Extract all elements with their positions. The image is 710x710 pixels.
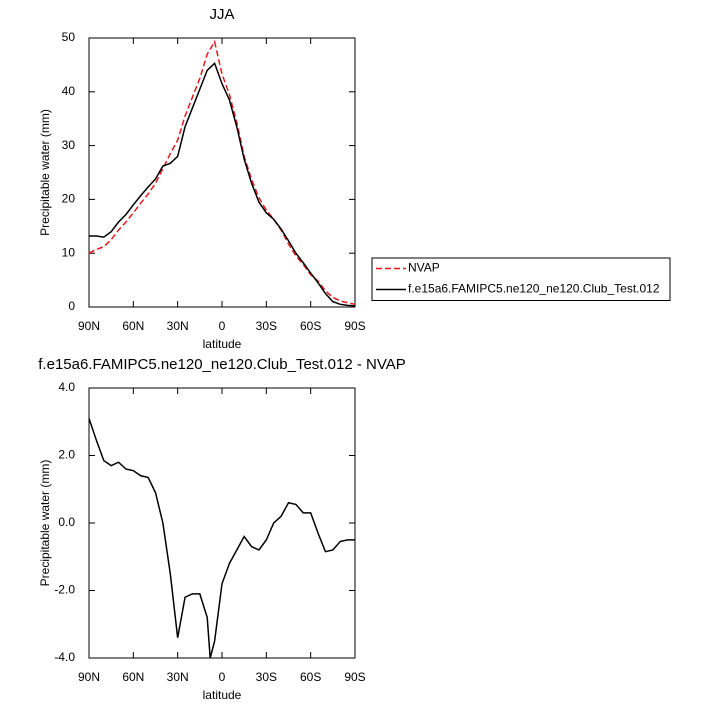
x-tick-label: 90S [344, 670, 365, 684]
chart-title: f.e15a6.FAMIPC5.ne120_ne120.Club_Test.01… [38, 356, 405, 373]
x-tick-label: 60N [122, 670, 144, 684]
data-line [89, 61, 356, 307]
y-tick-label: -4.0 [54, 650, 75, 664]
x-tick-label: 0 [219, 319, 226, 333]
x-tick-label: 90S [344, 319, 365, 333]
y-tick-label: 10 [62, 245, 76, 259]
y-tick-label: 0.0 [58, 515, 75, 529]
x-tick-label: 60N [122, 319, 144, 333]
data-line [88, 418, 355, 659]
x-axis-label: latitude [203, 688, 242, 702]
x-tick-label: 30N [167, 670, 189, 684]
x-tick-label: 60S [300, 319, 321, 333]
legend-label: NVAP [408, 261, 440, 275]
x-axis-label: latitude [203, 337, 242, 351]
x-tick-label: 90N [78, 670, 100, 684]
y-tick-label: 0 [68, 299, 75, 313]
x-tick-label: 0 [219, 670, 226, 684]
legend-box [371, 257, 671, 301]
x-tick-label: 30N [167, 319, 189, 333]
y-axis-label: Precipitable water (mm) [38, 460, 52, 587]
plot-frame [88, 37, 356, 308]
chart-title: JJA [209, 6, 234, 23]
y-tick-label: 4.0 [58, 380, 75, 394]
y-tick-label: 20 [62, 192, 76, 206]
plot-frame [88, 387, 356, 659]
y-tick-label: -2.0 [54, 583, 75, 597]
data-line [88, 39, 356, 306]
y-tick-label: 30 [62, 138, 76, 152]
x-tick-label: 30S [256, 670, 277, 684]
x-tick-label: 60S [300, 670, 321, 684]
y-axis-label: Precipitable water (mm) [38, 109, 52, 236]
y-tick-label: 50 [62, 30, 76, 44]
y-tick-label: 40 [62, 84, 76, 98]
legend-label: f.e15a6.FAMIPC5.ne120_ne120.Club_Test.01… [408, 282, 660, 296]
x-tick-label: 90N [78, 319, 100, 333]
y-tick-label: 2.0 [58, 448, 75, 462]
x-tick-label: 30S [256, 319, 277, 333]
